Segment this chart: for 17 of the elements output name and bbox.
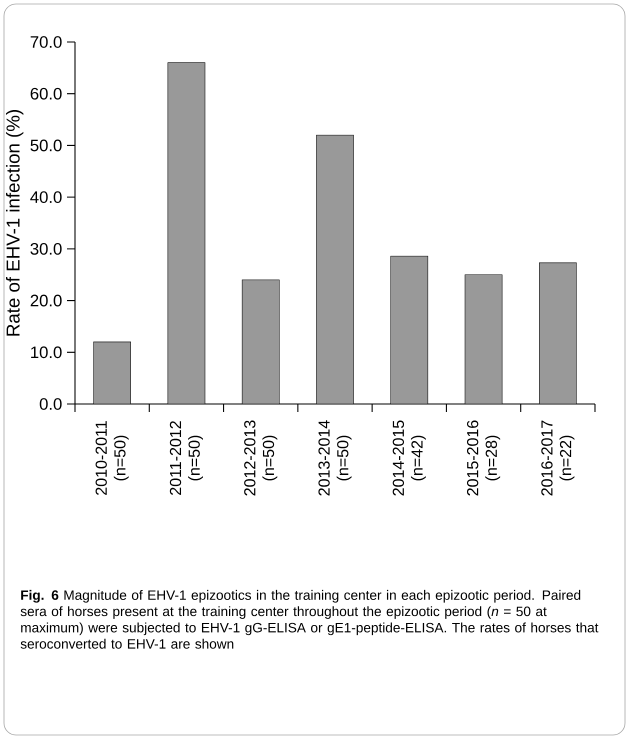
x-tick-label: 2013-2014 (n=50) <box>318 420 352 496</box>
y-tick-label: 50.0 <box>30 140 62 152</box>
y-tick-label: 70.0 <box>30 36 62 48</box>
x-tick-label: 2014-2015 (n=42) <box>392 420 426 496</box>
text: Fig. 6 Magnitude of EHV-1 epizootics in the training center in each epizootic period. Paired sera of horses present at the training center throughout the epizootic period (n = 50 at maximum) were subjected to EHV-1 gG-ELISA or gE1-peptide-ELISA. The rates of horses that seroconverted to EHV-1 are shown <box>20 590 598 649</box>
x-tick-label: 2010-2011 (n=50) <box>96 421 129 495</box>
x-tick-label: 2015-2016 (n=28) <box>466 420 500 496</box>
x-tick-label: 2011-2012 (n=50) <box>170 421 203 495</box>
y-tick-label: 60.0 <box>30 88 62 100</box>
x-tick-label: 2016-2017 (n=22) <box>541 420 574 496</box>
y-tick-label: 30.0 <box>30 242 62 255</box>
y-tick-label: 40.0 <box>30 191 62 204</box>
y-tick-label: 20.0 <box>30 294 62 306</box>
y-tick-label: 10.0 <box>31 346 62 358</box>
y-tick-label: 0.0 <box>40 398 62 410</box>
x-tick-label: 2012-2013 (n=50) <box>244 420 278 496</box>
y-axis-title: Rate of EHV-1 infection (%) <box>6 110 24 336</box>
